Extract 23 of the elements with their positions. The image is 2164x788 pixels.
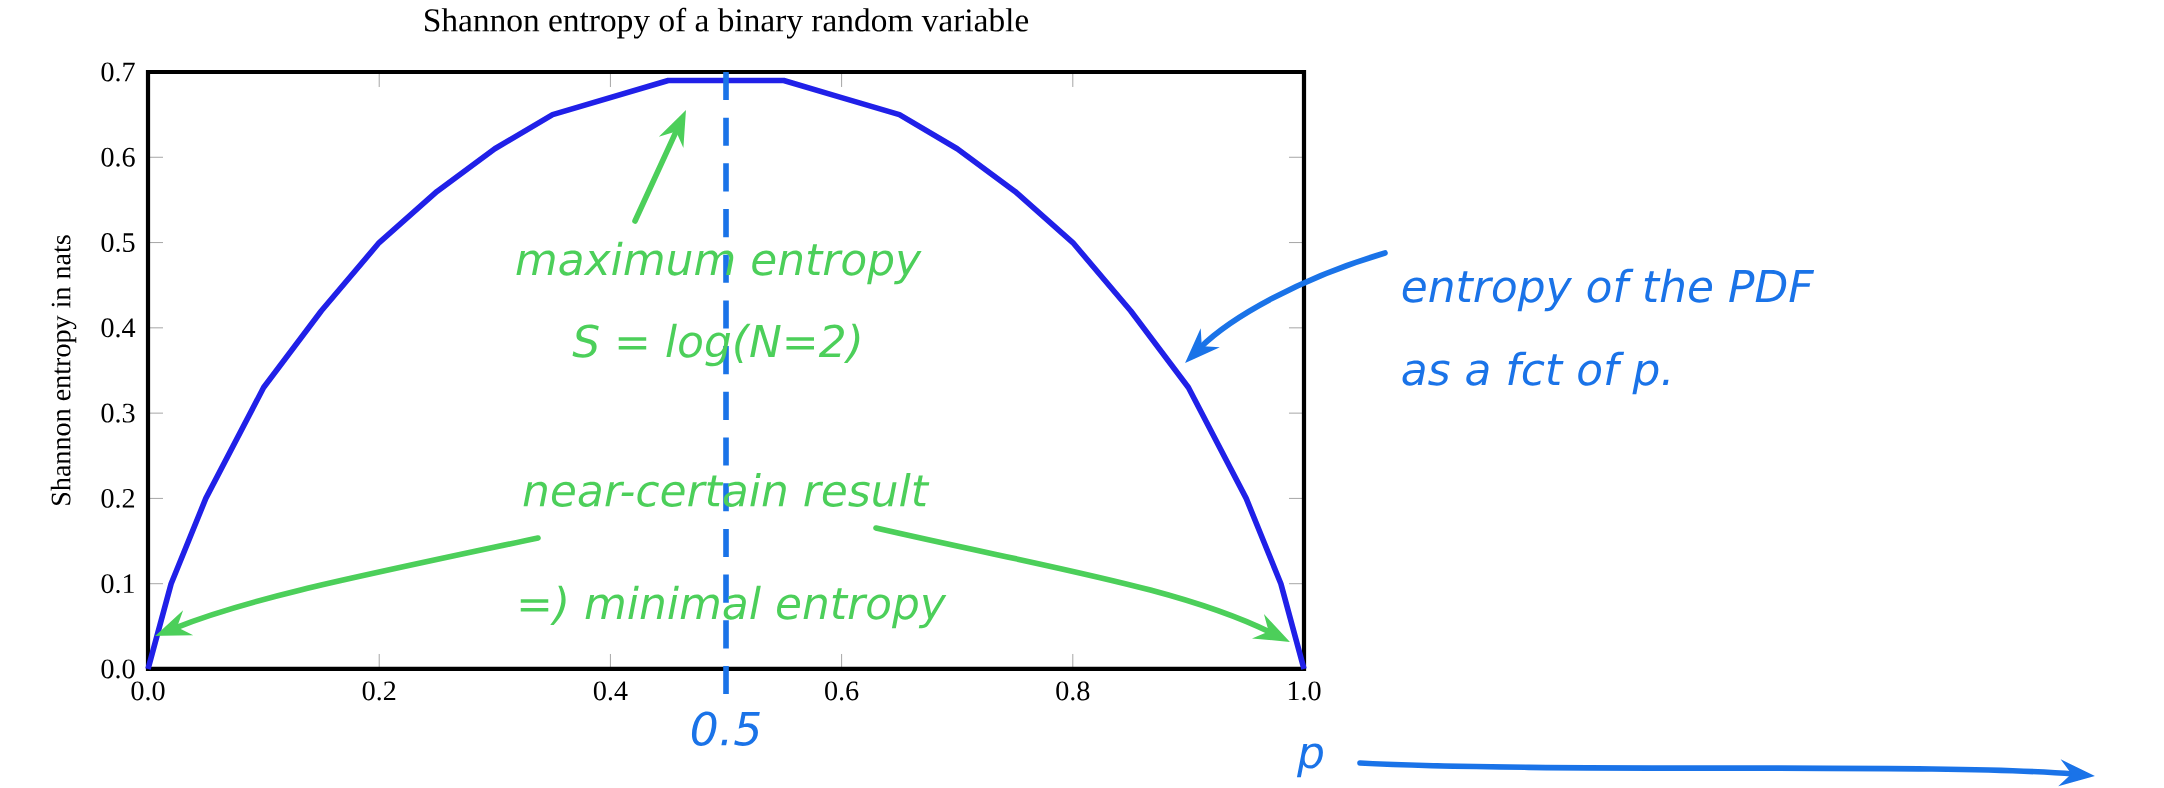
- y-tick-label: 0.2: [101, 488, 135, 508]
- x-tick-label: 0.4: [593, 681, 628, 701]
- annotation: S = log(N=2): [572, 323, 860, 367]
- y-tick-label: 0.3: [101, 403, 135, 423]
- x-tick-label: 0.0: [131, 681, 165, 701]
- y-axis-title: Shannon entropy in nats: [50, 235, 77, 505]
- y-tick-label: 0.4: [101, 318, 136, 338]
- ref-line-label: 0.5: [691, 711, 760, 746]
- annotation: =) minimal entropy: [520, 585, 947, 629]
- x-tick-label: 0.6: [825, 681, 859, 701]
- text: entropy of the PDF: [1402, 268, 1815, 312]
- chart-title: Shannon entropy of a binary random variable: [425, 7, 1029, 39]
- x-axis-title: p: [1296, 743, 1323, 778]
- x-tick-label: 0.2: [362, 681, 396, 701]
- y-tick-label: 0.0: [101, 659, 135, 679]
- text: as a fct of p.: [1402, 351, 1669, 395]
- y-tick-label: 0.7: [101, 62, 135, 82]
- x-tick-label: 0.8: [1056, 681, 1090, 701]
- y-tick-label: 0.6: [101, 147, 135, 167]
- y-tick-label: 0.1: [101, 574, 134, 594]
- annotation: maximum entropy: [516, 241, 922, 285]
- y-tick-label: 0.5: [101, 233, 135, 253]
- x-tick-label: 1.0: [1288, 681, 1321, 701]
